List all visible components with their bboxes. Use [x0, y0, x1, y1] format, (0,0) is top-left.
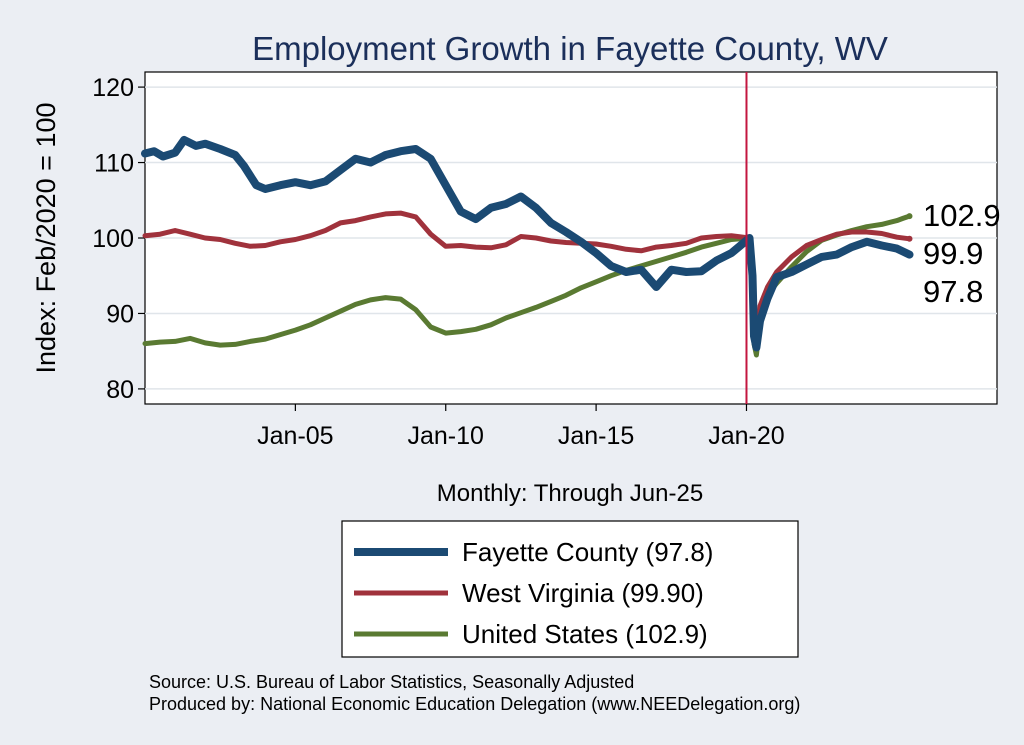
end-point-west-virginia [906, 235, 913, 242]
end-label-fayette-county: 97.8 [923, 274, 983, 309]
x-axis-ticks: Jan-05 Jan-10 Jan-15 Jan-20 [257, 404, 785, 450]
end-point-united-states [906, 213, 913, 220]
y-tick-label: 120 [92, 74, 134, 102]
x-tick-label: Jan-15 [558, 422, 634, 450]
source-note: Source: U.S. Bureau of Labor Statistics,… [149, 672, 634, 692]
legend-label-fayette-county: Fayette County (97.8) [462, 537, 713, 567]
y-tick-label: 80 [106, 376, 134, 404]
x-tick-label: Jan-05 [257, 422, 333, 450]
chart-title: Employment Growth in Fayette County, WV [252, 30, 888, 67]
x-tick-label: Jan-10 [408, 422, 484, 450]
legend: Fayette County (97.8) West Virginia (99.9… [354, 537, 713, 649]
y-tick-label: 100 [92, 225, 134, 253]
producer-note: Produced by: National Economic Education… [149, 694, 800, 714]
x-axis-label: Monthly: Through Jun-25 [437, 480, 703, 507]
y-tick-label: 110 [94, 150, 134, 178]
gridlines [145, 86, 997, 390]
x-tick-label: Jan-20 [708, 422, 784, 450]
y-axis-label: Index: Feb/2020 = 100 [31, 103, 61, 374]
y-axis-ticks: 80 90 100 110 120 [92, 74, 145, 404]
legend-label-united-states: United States (102.9) [462, 619, 708, 649]
series-line-fayette-county [141, 135, 914, 352]
end-value-labels: 102.999.997.8 [906, 198, 1001, 309]
end-label-united-states: 102.9 [923, 198, 1001, 233]
y-tick-label: 90 [106, 300, 134, 328]
end-point-fayette-county [906, 251, 913, 258]
series-lines [141, 135, 914, 358]
legend-label-west-virginia: West Virginia (99.90) [462, 578, 704, 608]
end-label-west-virginia: 99.9 [923, 236, 983, 271]
